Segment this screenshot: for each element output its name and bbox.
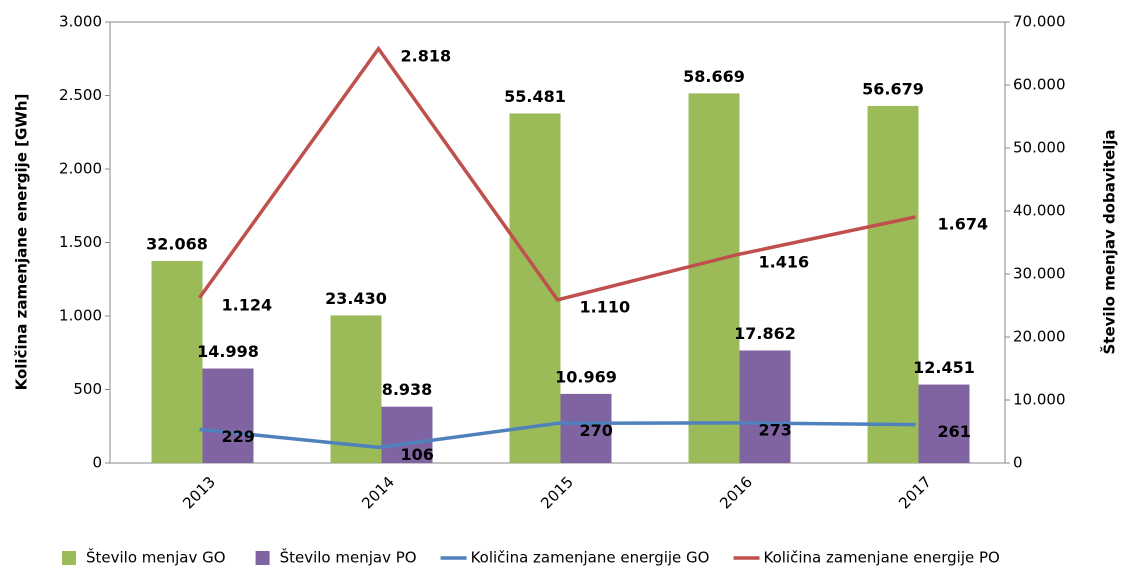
legend-swatch [62, 551, 76, 565]
y-axis-title: Količina zamenjane energije [GWh] [13, 94, 31, 391]
bar [688, 93, 740, 463]
y2-tick-label: 50.000 [1013, 139, 1066, 157]
bar [509, 113, 561, 464]
y2-axis-title: Število menjav dobavitelja [1100, 129, 1119, 354]
bar [381, 406, 433, 463]
data-label: 261 [938, 422, 971, 441]
y2-tick-label: 70.000 [1013, 13, 1066, 31]
legend-label: Število menjav PO [280, 548, 417, 567]
data-label: 55.481 [504, 87, 566, 106]
data-label: 8.938 [382, 380, 433, 399]
y2-tick-label: 30.000 [1013, 265, 1066, 283]
legend-label: Količina zamenjane energije PO [764, 549, 1000, 567]
bar [867, 105, 919, 463]
data-label: 56.679 [862, 79, 924, 98]
line [198, 45, 916, 302]
data-label: 273 [759, 420, 792, 439]
data-label: 1.416 [759, 252, 810, 271]
data-label: 1.110 [580, 297, 631, 316]
y-tick-label: 3.000 [59, 13, 102, 31]
y2-tick-label: 60.000 [1013, 76, 1066, 94]
x-tick-label: 2015 [537, 473, 577, 513]
data-label: 14.998 [197, 342, 259, 361]
data-label: 12.451 [913, 358, 975, 377]
bar [151, 260, 203, 463]
y-tick-label: 1.500 [59, 233, 102, 251]
y-tick-label: 2.500 [59, 86, 102, 104]
data-label: 106 [401, 445, 434, 464]
bar [918, 384, 970, 463]
legend-label: Število menjav GO [86, 548, 226, 567]
bar [739, 350, 791, 463]
y2-tick-label: 40.000 [1013, 202, 1066, 220]
data-label: 270 [580, 421, 613, 440]
bar [330, 315, 382, 463]
y-tick-label: 0 [92, 454, 102, 472]
data-label: 32.068 [146, 234, 208, 253]
x-tick-label: 2014 [358, 473, 398, 513]
data-label: 23.430 [325, 289, 387, 308]
x-tick-label: 2017 [895, 473, 935, 513]
y-tick-label: 1.000 [59, 307, 102, 325]
x-tick-label: 2016 [716, 473, 756, 513]
line [199, 421, 916, 450]
data-label: 58.669 [683, 67, 745, 86]
y2-tick-label: 0 [1013, 454, 1023, 472]
data-label: 1.674 [938, 214, 989, 233]
data-label: 2.818 [401, 46, 452, 65]
data-label: 229 [222, 427, 255, 446]
legend-swatch [255, 551, 270, 565]
data-label: 10.969 [555, 367, 617, 386]
data-label: 17.862 [734, 324, 796, 343]
y-tick-label: 500 [73, 380, 102, 398]
y2-tick-label: 10.000 [1013, 391, 1066, 409]
y-tick-label: 2.000 [59, 160, 102, 178]
data-label: 1.124 [222, 295, 273, 314]
bar [202, 368, 254, 463]
bar [560, 393, 612, 463]
y2-tick-label: 20.000 [1013, 328, 1066, 346]
x-tick-label: 2013 [179, 473, 219, 513]
legend-label: Količina zamenjane energije GO [471, 549, 710, 567]
